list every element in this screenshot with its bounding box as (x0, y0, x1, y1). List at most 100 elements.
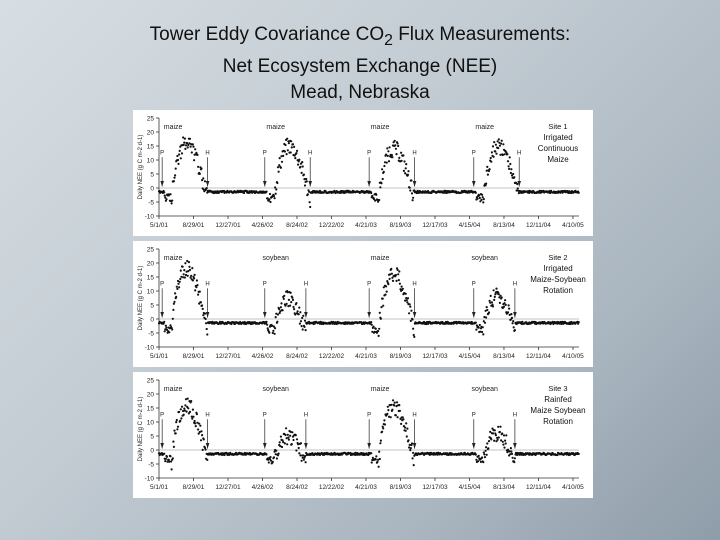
crop-label: soybean (262, 386, 289, 393)
data-point (395, 405, 398, 408)
data-point (162, 322, 165, 325)
data-point (410, 179, 413, 182)
data-point (187, 143, 190, 147)
data-point (287, 140, 290, 143)
data-point (504, 442, 507, 445)
data-point (406, 427, 409, 430)
crop-label: maize (164, 386, 183, 393)
site-annotation: Irrigated (543, 264, 572, 273)
data-point (275, 457, 278, 460)
data-point (271, 460, 274, 463)
data-point (494, 434, 497, 437)
data-point (401, 287, 404, 290)
data-point (499, 425, 502, 428)
data-point (274, 327, 277, 330)
data-point (309, 205, 312, 209)
data-point (407, 439, 410, 442)
x-tick-label: 8/24/02 (286, 484, 308, 491)
data-point (412, 327, 415, 330)
data-point (398, 409, 401, 412)
data-point (485, 446, 488, 449)
data-point (411, 318, 414, 321)
data-point (171, 328, 174, 331)
data-point (276, 313, 280, 316)
data-point (298, 158, 301, 161)
x-tick-label: 12/17/03 (422, 222, 448, 229)
data-point (491, 305, 495, 308)
data-point (380, 182, 383, 185)
y-axis-label: Daily NEE (g C m-2 d-1) (138, 135, 144, 200)
data-point (175, 285, 178, 288)
data-point (182, 409, 185, 413)
data-point (391, 408, 394, 411)
data-point (273, 332, 276, 335)
data-point (297, 443, 300, 446)
data-point (398, 270, 401, 273)
data-point (176, 428, 179, 431)
data-point (285, 427, 288, 430)
data-point (172, 180, 175, 183)
data-point (186, 259, 189, 263)
data-point (289, 430, 292, 433)
data-point (498, 144, 501, 147)
data-point (308, 201, 311, 204)
data-point (395, 153, 398, 156)
data-point (498, 296, 501, 299)
data-point (509, 318, 512, 321)
data-point (397, 279, 400, 282)
data-point (173, 176, 176, 179)
chart-svg-site-3: -10 -5 0 5 10 15 20 25 Daily NEE (g C m-2 d-1) 5/… (138, 378, 586, 492)
data-point (272, 194, 276, 198)
data-point (287, 438, 290, 441)
data-point (389, 273, 392, 276)
data-point (402, 418, 405, 421)
data-point (265, 320, 268, 323)
data-point (510, 450, 513, 453)
data-point (566, 190, 569, 193)
data-point (186, 142, 189, 145)
planting-label: P (160, 281, 164, 287)
data-point (436, 453, 439, 456)
data-point (413, 335, 416, 338)
data-point (197, 428, 200, 431)
data-point (275, 188, 278, 191)
data-point (505, 151, 508, 154)
data-point (508, 313, 511, 316)
harvest-label: H (304, 281, 308, 287)
data-point (179, 157, 182, 160)
x-tick-label: 12/11/04 (526, 353, 551, 360)
x-tick-label: 5/1/01 (150, 484, 168, 491)
y-tick-label: 15 (147, 406, 155, 413)
data-point (425, 322, 428, 326)
data-point (301, 161, 304, 164)
data-point (306, 193, 309, 196)
data-point (503, 153, 506, 156)
data-point (494, 143, 497, 146)
data-point (483, 321, 487, 324)
data-point (372, 198, 376, 201)
data-point (286, 291, 289, 294)
data-point (481, 193, 484, 196)
data-point (183, 409, 186, 412)
data-point (481, 326, 484, 329)
data-point (202, 438, 205, 441)
data-point (281, 309, 284, 312)
data-point (274, 453, 277, 456)
data-point (179, 277, 182, 281)
data-point (509, 162, 512, 166)
data-point (490, 438, 493, 441)
data-point (509, 171, 512, 175)
data-point (387, 283, 390, 286)
data-point (199, 439, 203, 442)
data-point (500, 296, 503, 299)
data-point (373, 330, 376, 333)
data-point (491, 303, 494, 306)
data-point (491, 432, 495, 435)
y-tick-label: 0 (150, 448, 154, 455)
data-point (278, 311, 281, 315)
data-point (513, 329, 516, 332)
data-point (475, 458, 478, 461)
data-point (496, 140, 499, 143)
data-point (182, 413, 185, 416)
data-point (284, 143, 287, 147)
